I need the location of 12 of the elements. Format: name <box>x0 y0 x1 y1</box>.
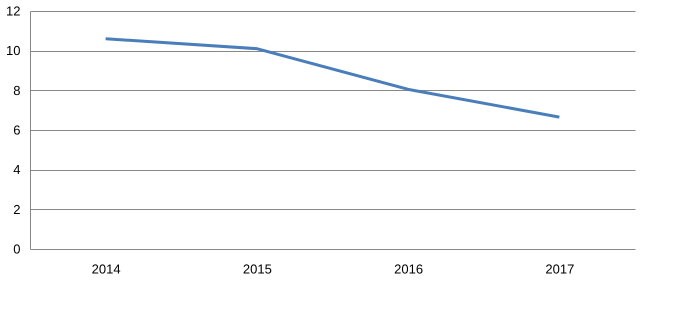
y-tick-label: 12 <box>6 4 20 18</box>
x-tick-label: 2016 <box>394 262 424 276</box>
y-tick-label: 10 <box>6 43 20 58</box>
y-tick-label: 4 <box>13 162 20 178</box>
y-tick-label: 8 <box>13 82 20 98</box>
x-tick-label: 2017 <box>545 262 574 276</box>
y-tick-label: 2 <box>13 202 20 217</box>
line-series <box>104 37 561 119</box>
y-tick-label: 0 <box>13 242 20 256</box>
y-tick-label: 6 <box>13 122 20 138</box>
x-tick-label: 2015 <box>242 262 272 276</box>
x-tick-label: 2014 <box>92 262 121 276</box>
